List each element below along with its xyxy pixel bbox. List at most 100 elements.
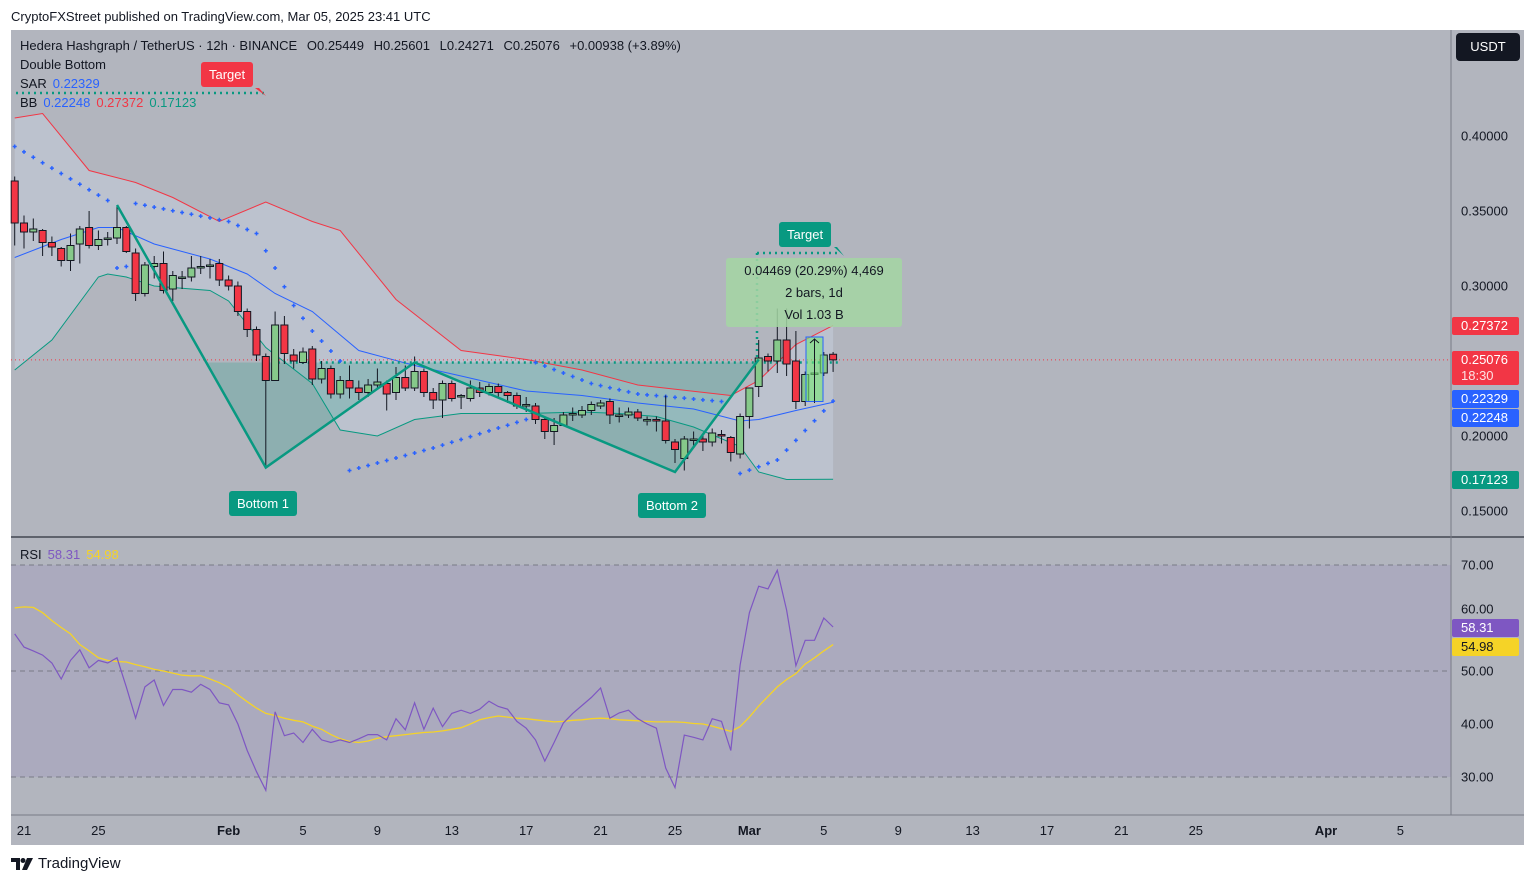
bottom-2-label[interactable]: Bottom 2 — [638, 493, 707, 518]
candle — [624, 407, 633, 418]
candle-body-up — [168, 275, 177, 290]
candle-body-down — [671, 441, 679, 450]
sar-dot — [589, 381, 594, 386]
time-tick: 17 — [518, 823, 534, 838]
candle-body-up — [736, 416, 745, 455]
price-tick: 0.35000 — [1461, 203, 1508, 219]
candle-body-down — [122, 227, 131, 252]
time-tick: 17 — [1039, 823, 1055, 838]
sar-dot — [552, 367, 557, 372]
sar-dot — [40, 160, 45, 165]
candle — [578, 406, 586, 418]
candle-body-down — [85, 227, 94, 246]
sar-dot — [291, 303, 296, 308]
sar-dot — [700, 397, 705, 402]
time-tick: 5 — [1396, 823, 1405, 838]
candle — [829, 351, 838, 372]
bb-upper: 0.27372 — [96, 95, 144, 110]
sar-dot — [645, 392, 650, 397]
sar-dot — [812, 418, 817, 423]
candle-body-up — [466, 387, 475, 399]
sar-dot — [784, 448, 789, 453]
candle-body-down — [224, 279, 233, 287]
candle — [457, 394, 466, 409]
sar-dot — [87, 187, 92, 192]
sar-dot — [719, 399, 724, 404]
candle-body-down — [829, 353, 838, 361]
candle — [20, 215, 28, 249]
sar-dot — [440, 443, 445, 448]
candle-body-up — [587, 404, 596, 411]
bb-upper-line — [14, 112, 834, 397]
sar-dot — [710, 398, 715, 403]
candle-body-down — [233, 285, 242, 312]
candle-body-up — [299, 351, 307, 363]
candle-body-up — [457, 395, 466, 398]
candle-body-down — [131, 252, 140, 294]
chart-frame[interactable] — [11, 30, 1524, 845]
tag-rsi-ma: 54.98 — [1452, 638, 1519, 656]
ohlc-high: H0.25601 — [373, 38, 430, 53]
candle — [596, 400, 605, 409]
target-label-left[interactable]: Target — [201, 62, 254, 87]
tag-rsi: 58.31 — [1452, 619, 1519, 637]
target-label-right[interactable]: Target — [779, 222, 832, 247]
time-tick: 9 — [894, 823, 902, 838]
candle-body-up — [140, 264, 149, 294]
sar-dot — [161, 206, 166, 211]
time-tick: 21 — [593, 823, 608, 838]
candle-body-down — [47, 242, 56, 248]
candle-body-down — [503, 392, 512, 396]
candle — [745, 387, 754, 429]
candle — [233, 281, 242, 316]
candle — [271, 311, 280, 381]
candle — [299, 347, 307, 364]
candle — [38, 229, 47, 256]
candle-body-up — [689, 438, 698, 441]
bottom-1-label[interactable]: Bottom 1 — [229, 491, 298, 516]
tradingview-logo[interactable]: TradingView — [11, 855, 121, 872]
candle-body-down — [20, 222, 28, 233]
time-tick: 5 — [820, 823, 828, 838]
sar-dot — [821, 408, 826, 413]
sar-dot — [319, 339, 324, 343]
sar-dot — [449, 440, 454, 445]
candle — [429, 388, 438, 409]
candle-body-up — [643, 419, 652, 422]
candle-body-down — [345, 380, 354, 389]
candle — [261, 353, 270, 466]
sar-dot — [533, 360, 538, 365]
sar-dot — [431, 446, 436, 450]
legend-pattern[interactable]: Double Bottom — [20, 57, 106, 72]
candle — [57, 247, 66, 267]
candle-body-down — [791, 360, 800, 402]
candle-body-down — [717, 434, 726, 437]
time-tick: 25 — [1188, 823, 1204, 838]
currency-button[interactable]: USDT — [1456, 33, 1520, 61]
candle-body-up — [75, 228, 84, 245]
candle — [643, 416, 652, 426]
legend-sar[interactable]: SAR 0.22329 — [20, 76, 106, 91]
sar-dot — [68, 176, 73, 181]
double-bottom-pattern-line — [115, 204, 760, 474]
candle-body-up — [392, 377, 400, 393]
sar-dot — [654, 393, 659, 398]
sar-dot — [170, 208, 175, 213]
legend-rsi[interactable]: RSI 58.31 54.98 — [20, 547, 125, 562]
sar-dot — [626, 389, 631, 394]
legend-bb[interactable]: BB 0.22248 0.27372 0.17123 — [20, 95, 202, 110]
candle — [791, 331, 800, 409]
price-tick: 0.20000 — [1461, 428, 1508, 444]
candle — [252, 326, 261, 361]
candle — [94, 230, 103, 250]
candle — [187, 256, 196, 282]
symbol-title[interactable]: Hedera Hashgraph / TetherUS · 12h · BINA… — [20, 38, 298, 53]
candle-body-up — [103, 237, 112, 240]
sar-dot — [217, 217, 222, 222]
sar-dot — [738, 471, 743, 476]
candle-body-up — [438, 383, 447, 401]
candle-body-down — [447, 383, 456, 399]
candle — [10, 176, 19, 246]
sar-dot — [282, 284, 287, 289]
